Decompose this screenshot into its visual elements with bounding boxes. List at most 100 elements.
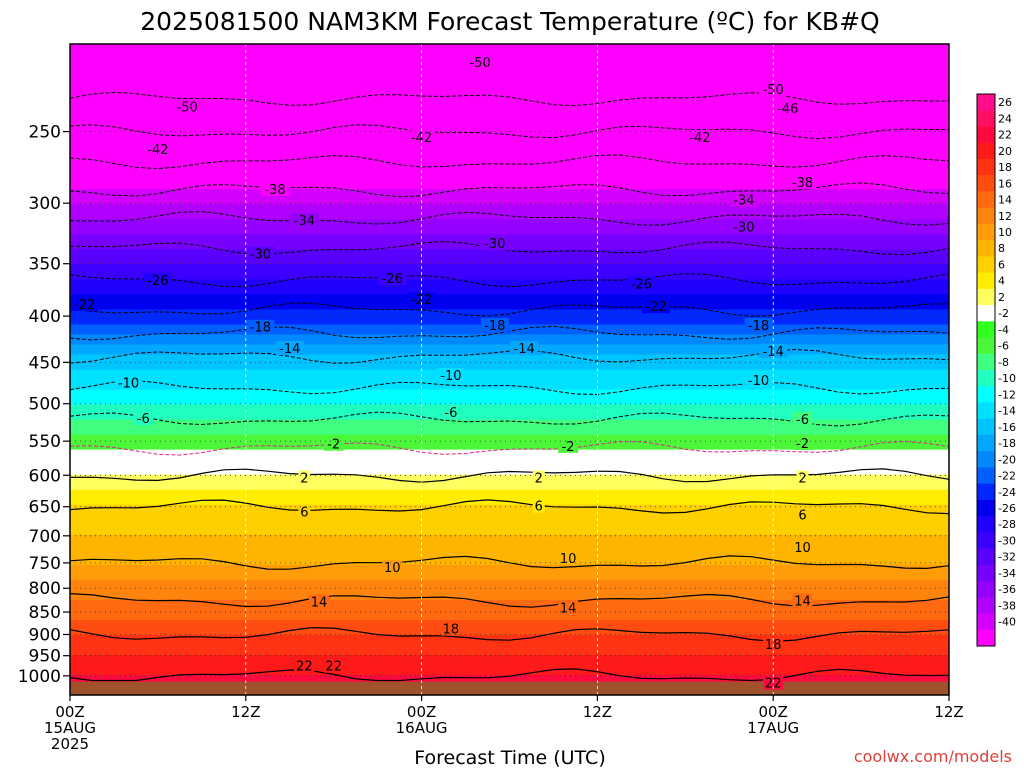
contour-label: -34 bbox=[294, 214, 315, 229]
x-tick-label: 16AUG bbox=[396, 719, 448, 737]
colorbar-label: 18 bbox=[998, 161, 1012, 174]
temperature-band bbox=[70, 574, 949, 581]
temperature-band bbox=[70, 644, 949, 651]
y-tick-label: 900 bbox=[29, 625, 61, 645]
temperature-band bbox=[70, 299, 949, 306]
colorbar-label: -34 bbox=[998, 567, 1016, 580]
temperature-band bbox=[70, 534, 949, 541]
colorbar-label: -32 bbox=[998, 551, 1016, 564]
temperature-band bbox=[70, 649, 949, 656]
temperature-band bbox=[70, 539, 949, 546]
isotherm-line bbox=[70, 325, 949, 341]
contour-label-bg bbox=[261, 181, 290, 196]
contour-label: 14 bbox=[560, 601, 577, 616]
colorbar-label: 8 bbox=[998, 242, 1005, 255]
temperature-band bbox=[70, 409, 949, 416]
isotherm-line bbox=[70, 348, 949, 364]
contour-label: 6 bbox=[798, 509, 806, 524]
colorbar-swatch bbox=[977, 402, 995, 420]
isotherm-line bbox=[70, 273, 949, 288]
temperature-band bbox=[70, 604, 949, 611]
contour-label: -50 bbox=[177, 100, 198, 115]
contour-label: 22 bbox=[765, 677, 782, 692]
colorbar-swatch bbox=[977, 581, 995, 598]
temperature-band bbox=[70, 489, 949, 496]
x-tick-label: 12Z bbox=[583, 703, 612, 721]
colorbar-swatch bbox=[977, 142, 995, 160]
colorbar-label: 4 bbox=[998, 275, 1005, 288]
temperature-band bbox=[70, 59, 949, 65]
x-tick-label: 00Z bbox=[759, 703, 788, 721]
temperature-band bbox=[70, 169, 949, 175]
contour-label-bg bbox=[558, 551, 579, 566]
colorbar-swatch bbox=[977, 321, 995, 339]
colorbar-swatch bbox=[977, 110, 995, 127]
colorbar-label: -18 bbox=[998, 437, 1016, 450]
contour-label-bg bbox=[796, 507, 809, 522]
colorbar-swatch bbox=[977, 191, 995, 209]
contour-label: 22 bbox=[325, 660, 342, 675]
contour-label-bg bbox=[407, 292, 436, 307]
colorbar-swatch bbox=[977, 272, 995, 290]
temperature-band bbox=[70, 129, 949, 135]
temperature-band bbox=[70, 204, 949, 211]
temperature-band bbox=[70, 364, 949, 371]
colorbar-label: -14 bbox=[998, 405, 1016, 418]
temperature-band bbox=[70, 499, 949, 506]
colorbar-label: 20 bbox=[998, 145, 1012, 158]
contour-label-bg bbox=[744, 317, 773, 332]
temperature-band bbox=[70, 114, 949, 120]
contour-label-bg bbox=[440, 405, 461, 420]
contour-label: 2 bbox=[300, 472, 308, 487]
temperature-band bbox=[70, 514, 949, 521]
contour-label-bg bbox=[627, 276, 656, 291]
colorbar-swatch bbox=[977, 353, 995, 371]
temperature-band bbox=[70, 314, 949, 321]
contour-label: -22 bbox=[74, 298, 95, 313]
isotherm-line bbox=[70, 240, 949, 256]
temperature-band bbox=[70, 159, 949, 165]
temperature-band bbox=[70, 379, 949, 386]
temperature-band bbox=[70, 349, 949, 356]
temperature-band bbox=[70, 434, 949, 441]
y-tick-label: 600 bbox=[29, 466, 61, 486]
temperature-band bbox=[70, 69, 949, 75]
temperature-band bbox=[70, 369, 949, 376]
temperature-band bbox=[70, 84, 949, 90]
contour-label: -22 bbox=[645, 300, 666, 315]
colorbar-swatch bbox=[977, 451, 995, 468]
colorbar-swatch bbox=[977, 305, 995, 322]
x-tick-label: 17AUG bbox=[747, 719, 799, 737]
contour-label: -42 bbox=[689, 131, 710, 146]
contour-label-bg bbox=[796, 470, 809, 485]
contour-label-bg bbox=[246, 319, 275, 334]
temperature-band bbox=[70, 184, 949, 191]
temperature-band bbox=[70, 599, 949, 606]
colorbar-label: -30 bbox=[998, 534, 1016, 547]
contour-label: -30 bbox=[733, 220, 754, 235]
colorbar-frame bbox=[976, 93, 996, 647]
contour-label-bg bbox=[440, 621, 461, 636]
isotherm-line bbox=[70, 211, 949, 226]
ground-layer bbox=[70, 681, 949, 695]
isotherm-line bbox=[70, 555, 949, 570]
colorbar-label: -8 bbox=[998, 356, 1009, 369]
y-tick-label: 650 bbox=[29, 498, 61, 518]
temperature-band bbox=[70, 664, 949, 671]
contour-label-bg bbox=[436, 368, 465, 383]
contour-label-bg bbox=[558, 600, 579, 615]
temperature-band bbox=[70, 504, 949, 511]
temperature-band bbox=[70, 554, 949, 561]
isotherm-line bbox=[70, 302, 949, 317]
colorbar-swatch bbox=[977, 256, 995, 274]
temperature-band bbox=[70, 564, 949, 571]
contour-label: -22 bbox=[411, 293, 432, 308]
contour-label-bg bbox=[323, 658, 344, 673]
contour-label: 10 bbox=[560, 552, 577, 567]
contour-label: -2 bbox=[796, 437, 809, 452]
colorbar-swatch bbox=[977, 126, 995, 144]
temperature-band bbox=[70, 659, 949, 666]
colorbar-swatch bbox=[977, 337, 995, 355]
temperature-band bbox=[70, 269, 949, 276]
temperature-band bbox=[70, 279, 949, 286]
